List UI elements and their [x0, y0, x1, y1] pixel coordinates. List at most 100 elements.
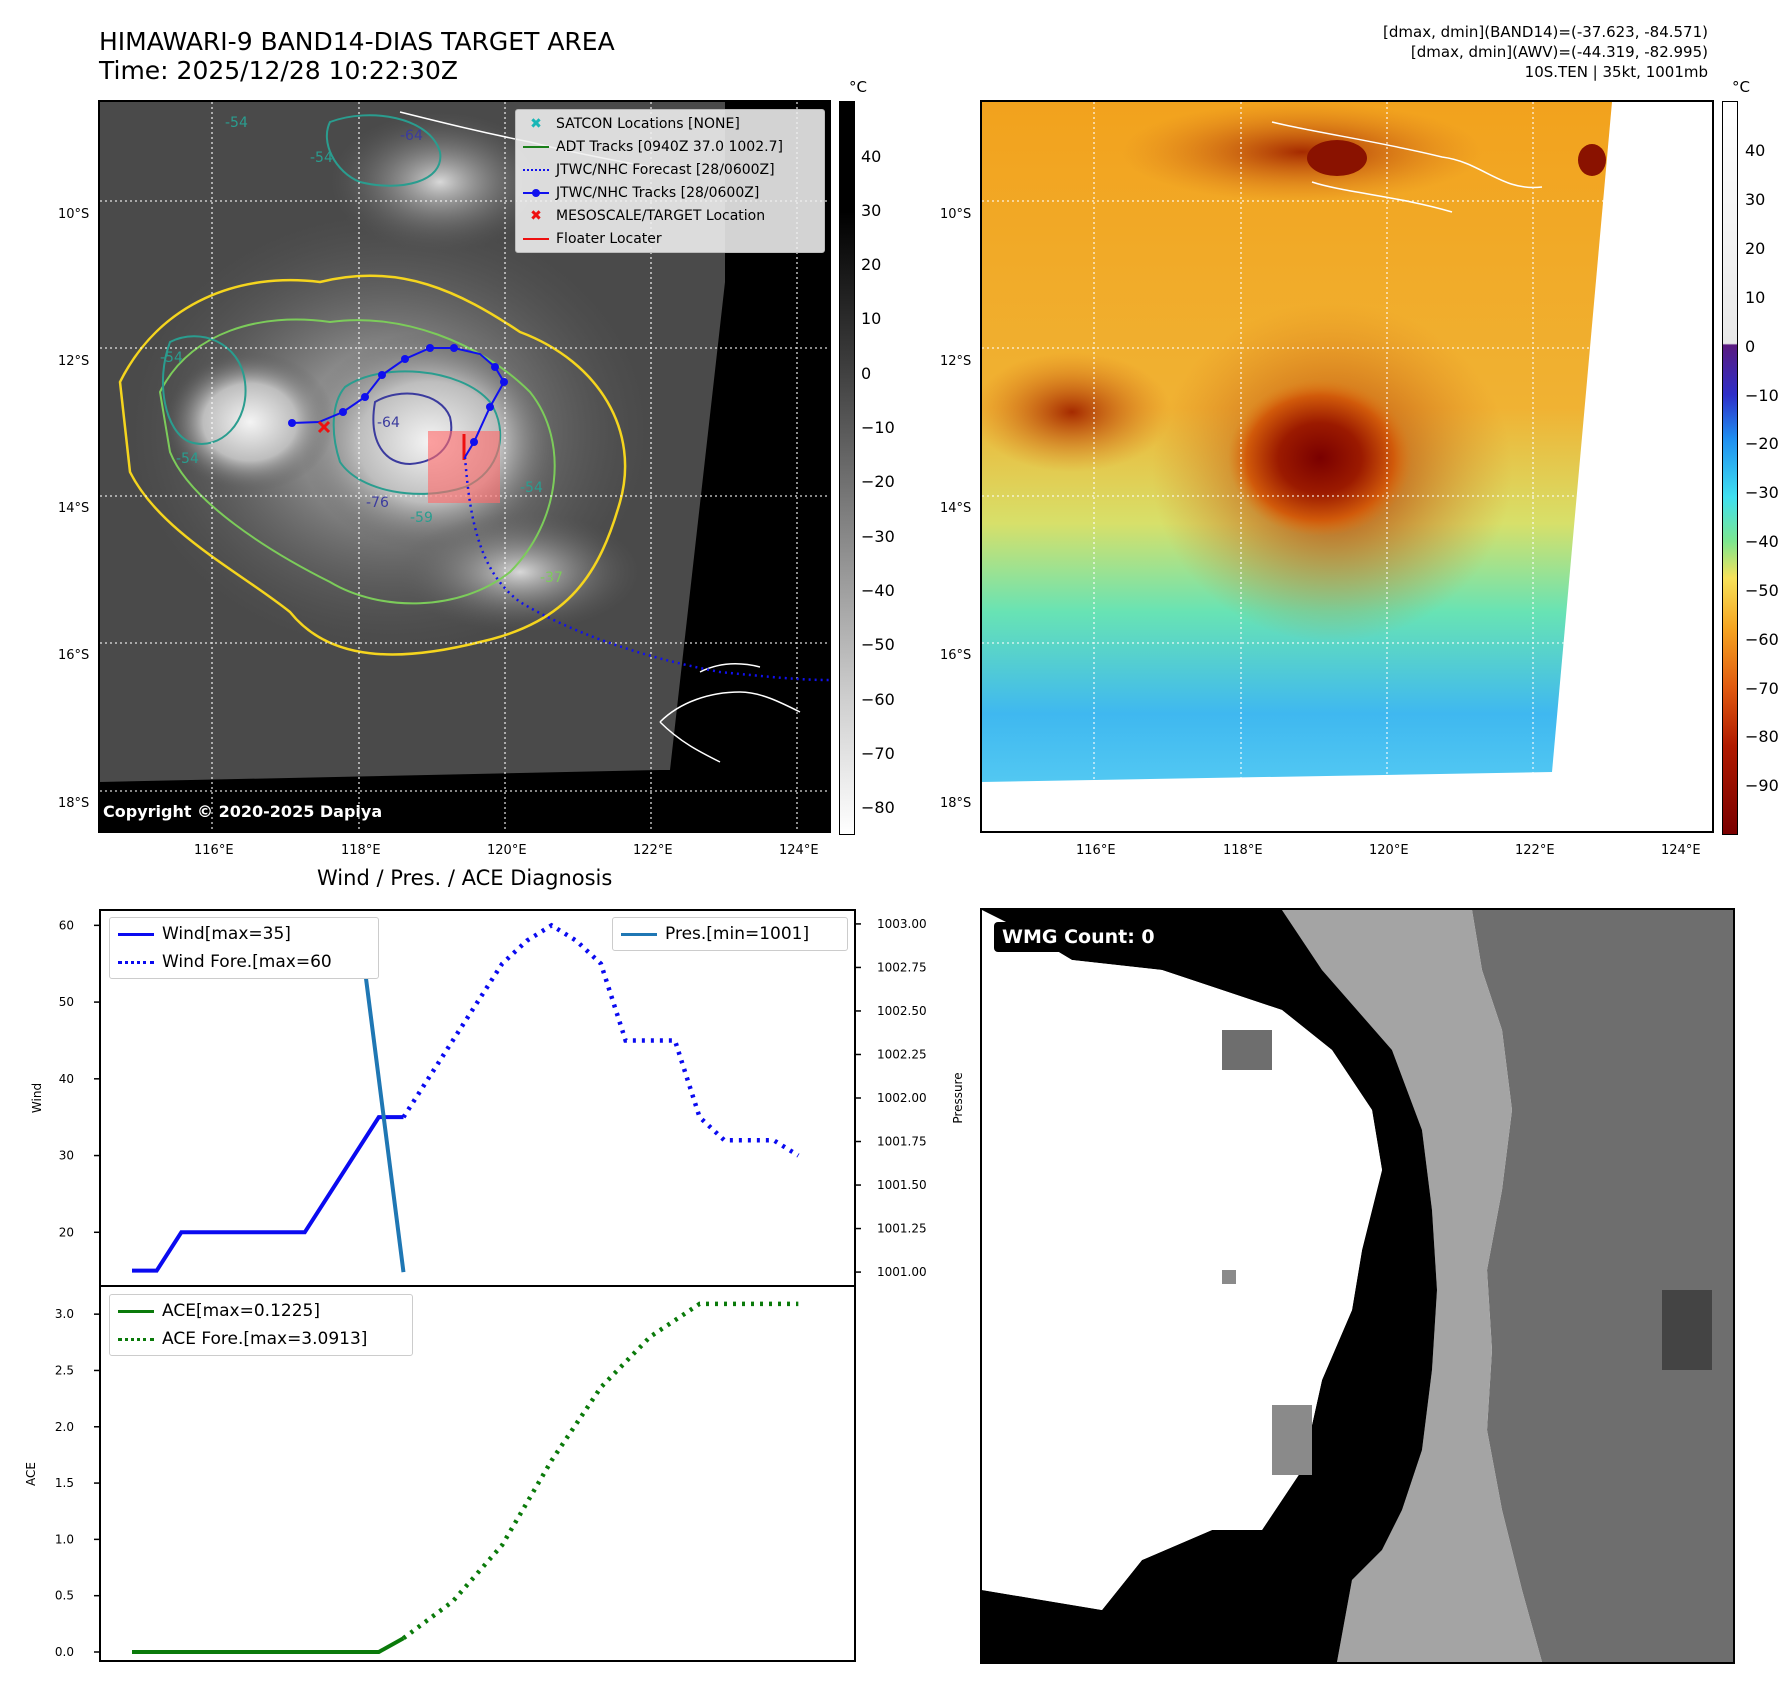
- lat-tick: 16°S: [58, 648, 90, 663]
- y-tick-label: 1001.75: [877, 1135, 927, 1149]
- lon-tick: 120°E: [487, 843, 527, 858]
- lat-tick: 10°S: [940, 207, 972, 222]
- colorbar-tick: −20: [1745, 434, 1779, 453]
- y-tick-label: 1.0: [55, 1532, 74, 1546]
- lat-tick: 10°S: [58, 207, 90, 222]
- lat-tick: 12°S: [58, 354, 90, 369]
- contour-label: -54: [520, 480, 543, 496]
- y-tick-label: 30: [59, 1149, 74, 1163]
- colorbar-tick: −80: [861, 798, 895, 817]
- lon-tick: 122°E: [633, 843, 673, 858]
- colorbar-tick: −90: [1745, 776, 1779, 795]
- colorbar-unit: °C: [849, 78, 867, 96]
- colorbar-tick: −60: [1745, 630, 1779, 649]
- legend-item: ADT Tracks [0940Z 37.0 1002.7]: [516, 135, 824, 158]
- y-tick-label: 0.0: [55, 1645, 74, 1659]
- wind-axis-label: Wind: [30, 1083, 44, 1113]
- coastline-south: [659, 662, 801, 763]
- colorbar-tick: −20: [861, 472, 895, 491]
- contour-label: -64: [377, 415, 400, 431]
- pressure-y-ticks: 1001.00 1001.25 1001.50 1001.75 1002.00 1002.…: [855, 917, 927, 1279]
- x-marker-icon: ✖: [530, 207, 542, 224]
- y-tick-label: 1002.50: [877, 1004, 927, 1018]
- coastline: [1271, 121, 1543, 213]
- wmg-gray-patch: [1222, 1270, 1236, 1284]
- lat-tick: 18°S: [58, 796, 90, 811]
- ace-legend: ACE[max=0.1225] ACE Fore.[max=3.0913]: [109, 1294, 413, 1356]
- chart-title-line1: HIMAWARI-9 BAND14-DIAS TARGET AREA: [99, 27, 615, 56]
- wmg-black-band: [982, 910, 1437, 1662]
- no-data-region: [660, 102, 829, 831]
- contour-label: -64: [400, 128, 423, 144]
- legend-label: Floater Locater: [556, 230, 662, 247]
- teal-contour-north: [325, 114, 442, 187]
- ace-chart: 0.0 0.5 1.0 1.5 2.0 2.5 3.0 ACE: [24, 1285, 856, 1662]
- dotted-line-icon: [110, 960, 162, 964]
- contour-label: -54: [176, 451, 199, 467]
- x-marker-icon: ✖: [530, 115, 542, 132]
- lat-tick: 14°S: [940, 501, 972, 516]
- legend-item: JTWC/NHC Forecast [28/0600Z]: [516, 158, 824, 181]
- legend-label: SATCON Locations [NONE]: [556, 115, 740, 132]
- lon-tick: 124°E: [779, 843, 819, 858]
- legend-label: ADT Tracks [0940Z 37.0 1002.7]: [556, 138, 783, 155]
- ace-series-line-0: [132, 1636, 405, 1654]
- legend-label: Pres.[min=1001]: [665, 924, 810, 944]
- y-tick-label: 1002.00: [877, 1091, 927, 1105]
- lon-tick: 116°E: [194, 843, 234, 858]
- contour-label: -54: [160, 350, 183, 366]
- wmg-panel: WMG Count: 0: [980, 908, 1735, 1664]
- contour-label: -54: [225, 115, 248, 131]
- colorbar-tick: −70: [861, 744, 895, 763]
- awv-map-imagery: [982, 102, 1712, 831]
- wmg-gray-dark: [1472, 910, 1733, 1662]
- colorbar-tick: −70: [1745, 679, 1779, 698]
- dotted-line-icon: [516, 168, 556, 171]
- solid-line-icon: [516, 145, 556, 148]
- copyright-text: Copyright © 2020-2025 Dapiya: [103, 802, 383, 821]
- jtwc-track-points: [288, 344, 508, 446]
- solid-line-icon: [516, 237, 556, 240]
- lon-tick: 124°E: [1661, 843, 1701, 858]
- color-colorbar: [1722, 101, 1738, 835]
- ir-map-panel: -64 -54 -54 -54 -54 -64 -76 -59 -54 -37 …: [98, 100, 831, 833]
- y-tick-label: 3.0: [55, 1307, 74, 1321]
- lon-tick: 118°E: [1223, 843, 1263, 858]
- contour-label: -54: [310, 150, 333, 166]
- meta-line-1: [dmax, dmin](BAND14)=(-37.623, -84.571): [1383, 23, 1708, 41]
- colorbar-tick: −50: [861, 635, 895, 654]
- colorbar-tick: 20: [1745, 239, 1766, 258]
- colorbar-unit: °C: [1732, 78, 1750, 96]
- legend-item: Wind Fore.[max=60: [110, 948, 378, 976]
- meta-line-2: [dmax, dmin](AWV)=(-44.319, -82.995): [1410, 43, 1708, 61]
- map-legend: ✖ SATCON Locations [NONE] ADT Tracks [09…: [515, 109, 825, 253]
- y-tick-label: 1002.25: [877, 1047, 927, 1061]
- solid-line-icon: [110, 932, 162, 936]
- lat-tick: 18°S: [940, 796, 972, 811]
- legend-item: ✖ MESOSCALE/TARGET Location: [516, 204, 824, 227]
- y-tick-label: 40: [59, 1072, 74, 1086]
- colorbar-tick: −50: [1745, 581, 1779, 600]
- legend-item: ACE Fore.[max=3.0913]: [110, 1325, 412, 1353]
- y-tick-label: 0.5: [55, 1589, 74, 1603]
- light-green-contour: [158, 318, 556, 605]
- dotted-line-icon: [110, 1337, 162, 1341]
- jtwc-track-line: [291, 347, 506, 458]
- pressure-legend: Pres.[min=1001]: [612, 917, 848, 951]
- colorbar-tick: 10: [861, 309, 882, 328]
- legend-label: MESOSCALE/TARGET Location: [556, 207, 766, 224]
- lon-tick: 116°E: [1076, 843, 1116, 858]
- legend-label: JTWC/NHC Forecast [28/0600Z]: [556, 161, 775, 178]
- legend-label: Wind Fore.[max=60: [162, 952, 332, 972]
- legend-item: Wind[max=35]: [110, 920, 378, 948]
- meta-line-3: 10S.TEN | 35kt, 1001mb: [1524, 63, 1708, 81]
- y-tick-label: 1.5: [55, 1476, 74, 1490]
- lon-tick: 118°E: [341, 843, 381, 858]
- y-tick-label: 1001.00: [877, 1265, 927, 1279]
- wmg-imagery: [982, 910, 1733, 1662]
- wmg-dark-patch: [1662, 1290, 1712, 1370]
- chart-title-line2: Time: 2025/12/28 10:22:30Z: [99, 56, 458, 85]
- legend-item: ACE[max=0.1225]: [110, 1297, 412, 1325]
- legend-item: Floater Locater: [516, 227, 824, 250]
- contour-labels: -64 -54 -54 -54 -54 -64 -76 -59 -54 -37: [160, 115, 563, 586]
